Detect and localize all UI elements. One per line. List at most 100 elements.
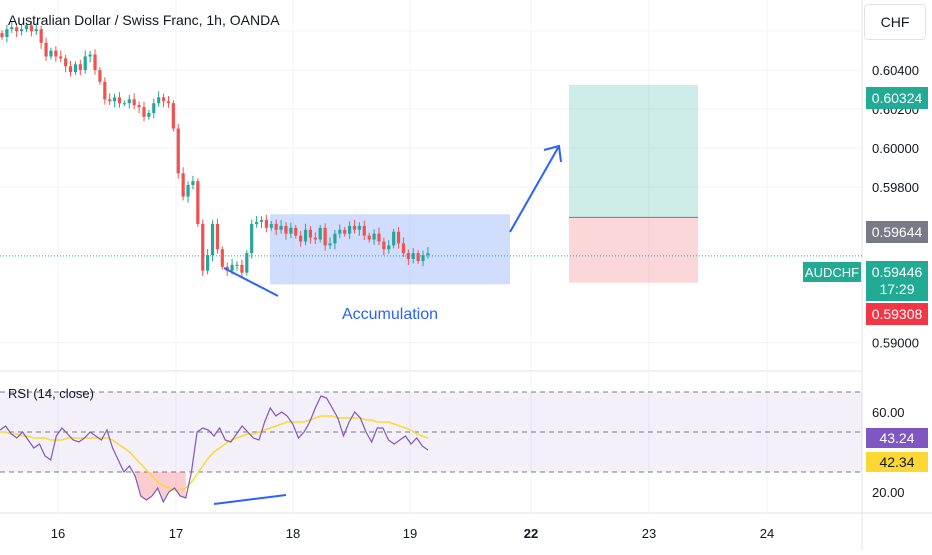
candle-body (250, 223, 254, 254)
candle-body (122, 103, 126, 105)
candle-body (401, 243, 406, 254)
candle-body (416, 253, 420, 261)
candle-body (5, 29, 9, 37)
time-tick-label: 24 (760, 526, 774, 541)
candle-body (83, 56, 87, 71)
candle-body (196, 181, 200, 224)
rsi-band (0, 392, 862, 472)
candle-body (29, 25, 33, 32)
candle-body (171, 103, 175, 129)
stop-loss-zone (569, 217, 698, 283)
candle-body (137, 105, 141, 108)
candle-body (186, 185, 190, 197)
price-tick-label: 0.60400 (872, 63, 919, 78)
candle-body (176, 128, 180, 174)
candle-body (299, 235, 303, 242)
candle-body (142, 107, 146, 117)
candle-body (54, 50, 58, 57)
candle-body (269, 223, 273, 228)
candle-body (259, 220, 264, 222)
candle-body (73, 64, 78, 73)
candle-body (68, 66, 73, 73)
position-zones (0, 84, 862, 285)
candle-body (392, 231, 396, 246)
candle-body (108, 99, 112, 102)
candle-body (132, 99, 136, 106)
candle-body (352, 225, 357, 230)
current-price-badge: 0.59446 17:29 (866, 261, 928, 301)
candle-body (333, 233, 337, 244)
rsi-tick-label: 20.00 (872, 485, 905, 500)
chart-title: Australian Dollar / Swiss Franc, 1h, OAN… (8, 12, 280, 28)
candle-body (0, 33, 4, 37)
candle-body (235, 264, 239, 266)
candle-body (411, 253, 415, 259)
candles (0, 20, 430, 278)
candle-body (157, 97, 161, 104)
candle-body (279, 225, 283, 230)
take-profit-badge: 0.60324 (866, 87, 928, 109)
time-tick-label: 22 (524, 526, 538, 541)
price-tick-label: 0.59800 (872, 180, 919, 195)
candle-body (201, 223, 205, 271)
candle-body (318, 227, 322, 240)
price-trendline (223, 267, 279, 297)
time-tick-label: 17 (169, 526, 183, 541)
rsi-title: RSI (14, close) (8, 386, 94, 401)
candle-body (387, 245, 391, 250)
candle-body (191, 181, 195, 185)
candle-body (245, 253, 249, 273)
candle-body (348, 225, 352, 234)
current-price: 0.59446 (871, 264, 923, 280)
rsi-value-badge: 43.24 (866, 428, 928, 448)
candle-body (406, 253, 410, 259)
candle-body (230, 264, 234, 271)
candle-body (313, 237, 317, 240)
candle-body (396, 231, 401, 244)
candle-body (161, 97, 166, 102)
candle-body (421, 255, 425, 261)
candle-body (15, 27, 19, 32)
drawings (213, 144, 562, 505)
candle-body (113, 97, 117, 102)
candle-body (98, 70, 102, 82)
candle-body (19, 29, 24, 32)
projection-arrow-line (509, 145, 560, 233)
candle-body (103, 81, 107, 100)
candle-body (240, 264, 244, 273)
time-tick-label: 16 (51, 526, 65, 541)
candle-body (372, 233, 376, 240)
stop-loss-badge: 0.59308 (866, 303, 928, 325)
time-tick-label: 18 (286, 526, 300, 541)
accumulation-label: Accumulation (341, 306, 439, 323)
candle-body (152, 103, 156, 113)
candle-body (264, 220, 268, 228)
time-tick-label: 23 (642, 526, 656, 541)
candle-body (254, 222, 259, 224)
candle-body (49, 50, 53, 57)
candle-body (362, 225, 366, 236)
rsi-pane (0, 391, 862, 504)
rsi-tick-label: 60.00 (872, 405, 905, 420)
rsi-trendline (213, 494, 287, 505)
candle-body (308, 229, 313, 238)
candle-body (357, 225, 361, 230)
candle-body (147, 112, 151, 117)
symbol-badge: AUDCHF (803, 262, 861, 282)
rsi-ma-badge: 42.34 (866, 452, 928, 472)
candle-body (117, 97, 122, 104)
candle-body (10, 27, 14, 30)
time-tick-label: 19 (403, 526, 417, 541)
candle-body (93, 54, 97, 71)
candle-body (323, 227, 327, 246)
rsi-line (0, 395, 429, 504)
candle-body (39, 29, 43, 43)
candle-body (215, 223, 220, 250)
candle-body (44, 42, 48, 57)
candle-body (34, 29, 38, 32)
candle-body (59, 56, 63, 59)
candle-body (206, 255, 210, 271)
currency-selector[interactable]: CHF (864, 4, 926, 40)
